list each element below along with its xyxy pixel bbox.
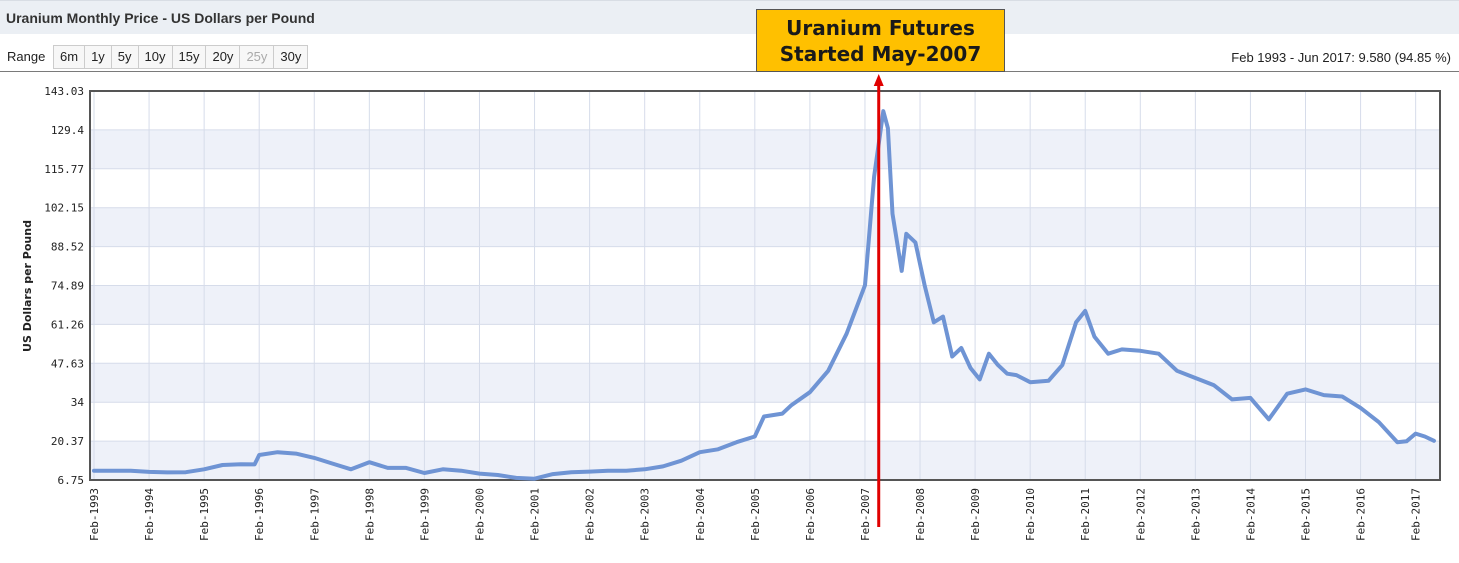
range-button-10y[interactable]: 10y [137,45,173,69]
grid-band [90,207,1440,247]
callout-line-2: Started May-2007 [779,42,982,66]
y-tick-label: 47.63 [51,357,84,370]
x-tick-label: Feb-2001 [529,488,542,541]
annotation-marker [873,74,884,527]
y-tick-label: 102.15 [44,202,84,215]
x-tick-label: Feb-2016 [1355,488,1368,541]
y-tick-label: 115.77 [44,163,84,176]
x-tick-label: Feb-2008 [914,488,927,541]
range-button-1y[interactable]: 1y [84,45,112,69]
chart-title: Uranium Monthly Price - US Dollars per P… [6,10,315,26]
y-tick-label: 20.37 [51,435,84,448]
background-bands [90,129,1440,480]
x-tick-label: Feb-2010 [1024,488,1037,541]
x-tick-label: Feb-2012 [1134,488,1147,541]
range-button-30y[interactable]: 30y [273,45,309,69]
x-tick-label: Feb-2003 [639,488,652,541]
x-tick-label: Feb-2015 [1300,488,1313,541]
grid-band [90,363,1440,403]
y-tick-label: 6.75 [58,474,85,487]
x-tick-label: Feb-2006 [804,488,817,541]
x-tick-label: Feb-2009 [969,488,982,541]
x-tick-label: Feb-2002 [584,488,597,541]
grid-band [90,285,1440,325]
annotation-arrowhead [873,74,884,86]
plot-border [89,90,1441,481]
x-tick-label: Feb-2017 [1410,488,1423,541]
chart-header: Uranium Monthly Price - US Dollars per P… [0,0,1459,34]
y-tick-label: 74.89 [51,280,84,293]
x-tick-label: Feb-1993 [88,488,101,541]
x-tick-label: Feb-2007 [859,488,872,541]
range-button-15y[interactable]: 15y [171,45,207,69]
y-tick-label: 143.03 [44,85,84,98]
grid-band [90,129,1440,169]
x-tick-label: Feb-2013 [1189,488,1202,541]
grid-band [90,441,1440,480]
price-series-line [92,109,1436,481]
x-tick-label: Feb-2000 [473,488,486,541]
x-tick-label: Feb-1995 [198,488,211,541]
range-selector-row: Range 6m 1y 5y 10y 15y 20y 25y 30y Feb 1… [0,34,1459,72]
x-axis-ticks: Feb-1993 Feb-1994 Feb-1995 Feb-1996 Feb-1997… [88,488,1423,541]
futures-callout: Uranium Futures Started May-2007 [756,9,1005,72]
x-tick-label: Feb-1997 [308,488,321,541]
x-tick-label: Feb-1998 [363,488,376,541]
x-tick-label: Feb-1999 [418,488,431,541]
y-tick-label: 129.4 [51,124,84,137]
x-tick-label: Feb-1994 [143,488,156,541]
range-summary: Feb 1993 - Jun 2017: 9.580 (94.85 %) [1231,50,1451,65]
range-buttons: 6m 1y 5y 10y 15y 20y 25y 30y [53,45,309,69]
range-button-20y[interactable]: 20y [205,45,241,69]
range-label: Range [7,49,46,64]
range-button-5y[interactable]: 5y [110,45,139,69]
x-tick-label: Feb-2014 [1244,488,1257,541]
x-tick-label: Feb-2005 [749,488,762,541]
y-tick-label: 88.52 [51,241,84,254]
y-tick-label: 61.26 [51,318,84,331]
y-tick-label: 34 [71,396,85,409]
x-tick-label: Feb-2004 [694,488,707,541]
y-axis-label: US Dollars per Pound [21,220,34,352]
x-tick-label: Feb-2011 [1079,488,1092,541]
y-axis-ticks: 143.03 129.4 115.77 102.15 88.52 74.89 61.26 47… [44,85,84,487]
callout-line-1: Uranium Futures [786,16,975,40]
x-tick-label: Feb-1996 [253,488,266,541]
